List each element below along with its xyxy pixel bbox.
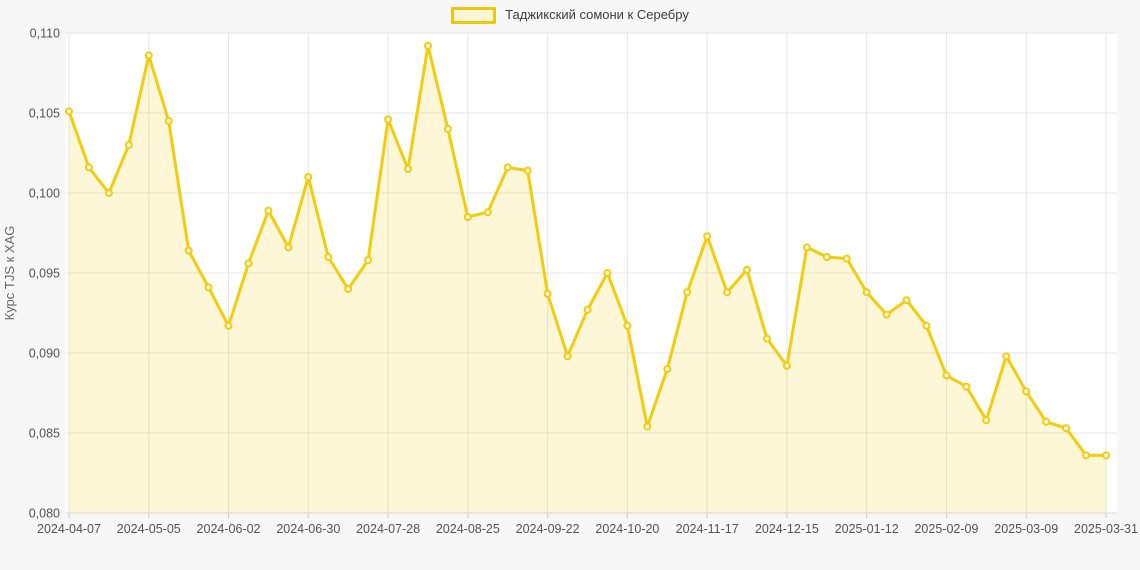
data-point-marker[interactable] (603, 269, 612, 277)
data-point-marker[interactable] (463, 213, 472, 221)
data-point-marker[interactable] (1002, 352, 1011, 361)
data-point-marker[interactable] (782, 361, 791, 370)
y-axis-tick-label: 0,090 (29, 347, 60, 361)
data-point-marker[interactable] (244, 259, 253, 268)
y-axis-tick-label: 0,095 (29, 267, 60, 281)
data-point-marker[interactable] (84, 163, 93, 172)
y-axis-tick-label: 0,105 (29, 107, 60, 121)
y-axis-title: Курс TJS к XAG (2, 226, 17, 321)
data-point-marker[interactable] (164, 117, 173, 125)
x-axis-tick-label: 2024-10-20 (595, 522, 659, 536)
data-point-marker[interactable] (344, 285, 353, 293)
data-point-marker[interactable] (683, 288, 692, 297)
data-point-marker[interactable] (104, 189, 113, 197)
legend-swatch-icon (451, 6, 497, 24)
data-point-marker[interactable] (324, 253, 333, 261)
x-axis-tick-label: 2024-07-28 (356, 522, 420, 536)
data-point-marker[interactable] (144, 51, 153, 60)
x-axis-tick-label: 2024-05-05 (117, 522, 181, 536)
data-point-marker[interactable] (1102, 451, 1110, 460)
data-point-marker[interactable] (643, 422, 652, 431)
data-point-marker[interactable] (942, 371, 951, 380)
data-point-marker[interactable] (563, 352, 572, 361)
y-axis-tick-label: 0,080 (29, 507, 60, 521)
data-point-marker[interactable] (902, 296, 911, 305)
data-point-marker[interactable] (424, 41, 432, 50)
data-point-marker[interactable] (862, 288, 871, 297)
data-point-marker[interactable] (1022, 387, 1031, 396)
data-point-marker[interactable] (842, 254, 851, 263)
data-point-marker[interactable] (1082, 451, 1091, 460)
data-point-marker[interactable] (204, 283, 213, 292)
data-point-marker[interactable] (882, 310, 891, 319)
data-point-marker[interactable] (962, 382, 971, 391)
data-point-marker[interactable] (1042, 417, 1051, 426)
x-axis-tick-label: 2025-02-09 (914, 522, 978, 536)
data-point-marker[interactable] (443, 125, 452, 133)
data-point-marker[interactable] (543, 289, 552, 298)
legend-item[interactable]: Таджикский сомони к Серебру (0, 4, 1140, 26)
x-axis-tick-label: 2025-03-09 (994, 522, 1058, 536)
data-point-marker[interactable] (404, 165, 412, 173)
x-axis-tick-label: 2024-08-25 (436, 522, 500, 536)
data-point-marker[interactable] (703, 232, 712, 241)
data-point-marker[interactable] (523, 166, 532, 175)
data-point-marker[interactable] (623, 321, 632, 330)
series-area-fill (69, 45, 1106, 514)
x-axis-tick-label: 2024-04-07 (37, 522, 101, 536)
data-point-marker[interactable] (65, 107, 73, 116)
x-axis-tick-label: 2024-12-15 (755, 522, 819, 536)
data-point-marker[interactable] (763, 334, 771, 343)
data-point-marker[interactable] (124, 141, 133, 149)
data-point-marker[interactable] (304, 173, 313, 181)
data-point-marker[interactable] (743, 265, 751, 274)
data-point-marker[interactable] (184, 246, 193, 255)
data-point-marker[interactable] (483, 208, 492, 217)
data-point-marker[interactable] (503, 163, 512, 172)
x-axis-tick-label: 2025-03-31 (1074, 522, 1138, 536)
data-point-marker[interactable] (663, 365, 672, 373)
data-point-marker[interactable] (224, 321, 233, 330)
data-point-marker[interactable] (723, 288, 732, 297)
x-axis-tick-label: 2024-06-02 (197, 522, 261, 536)
data-point-marker[interactable] (982, 416, 991, 425)
data-point-marker[interactable] (802, 243, 811, 252)
data-point-marker[interactable] (822, 253, 831, 261)
y-axis-tick-label: 0,085 (29, 427, 60, 441)
y-axis-tick-label: 0,110 (30, 27, 60, 41)
legend-label: Таджикский сомони к Серебру (505, 7, 689, 22)
x-axis-tick-label: 2024-11-17 (676, 522, 739, 536)
x-axis-tick-label: 2025-01-12 (835, 522, 899, 536)
data-point-marker[interactable] (384, 115, 393, 124)
y-axis-tick-label: 0,100 (29, 187, 60, 201)
x-axis-tick-label: 2024-06-30 (276, 522, 340, 536)
data-point-marker[interactable] (583, 305, 592, 314)
data-point-marker[interactable] (364, 256, 373, 265)
x-axis-tick-label: 2024-09-22 (516, 522, 580, 536)
data-point-marker[interactable] (264, 206, 273, 215)
data-point-marker[interactable] (284, 243, 293, 252)
data-point-marker[interactable] (922, 321, 931, 330)
data-point-marker[interactable] (1062, 424, 1071, 433)
